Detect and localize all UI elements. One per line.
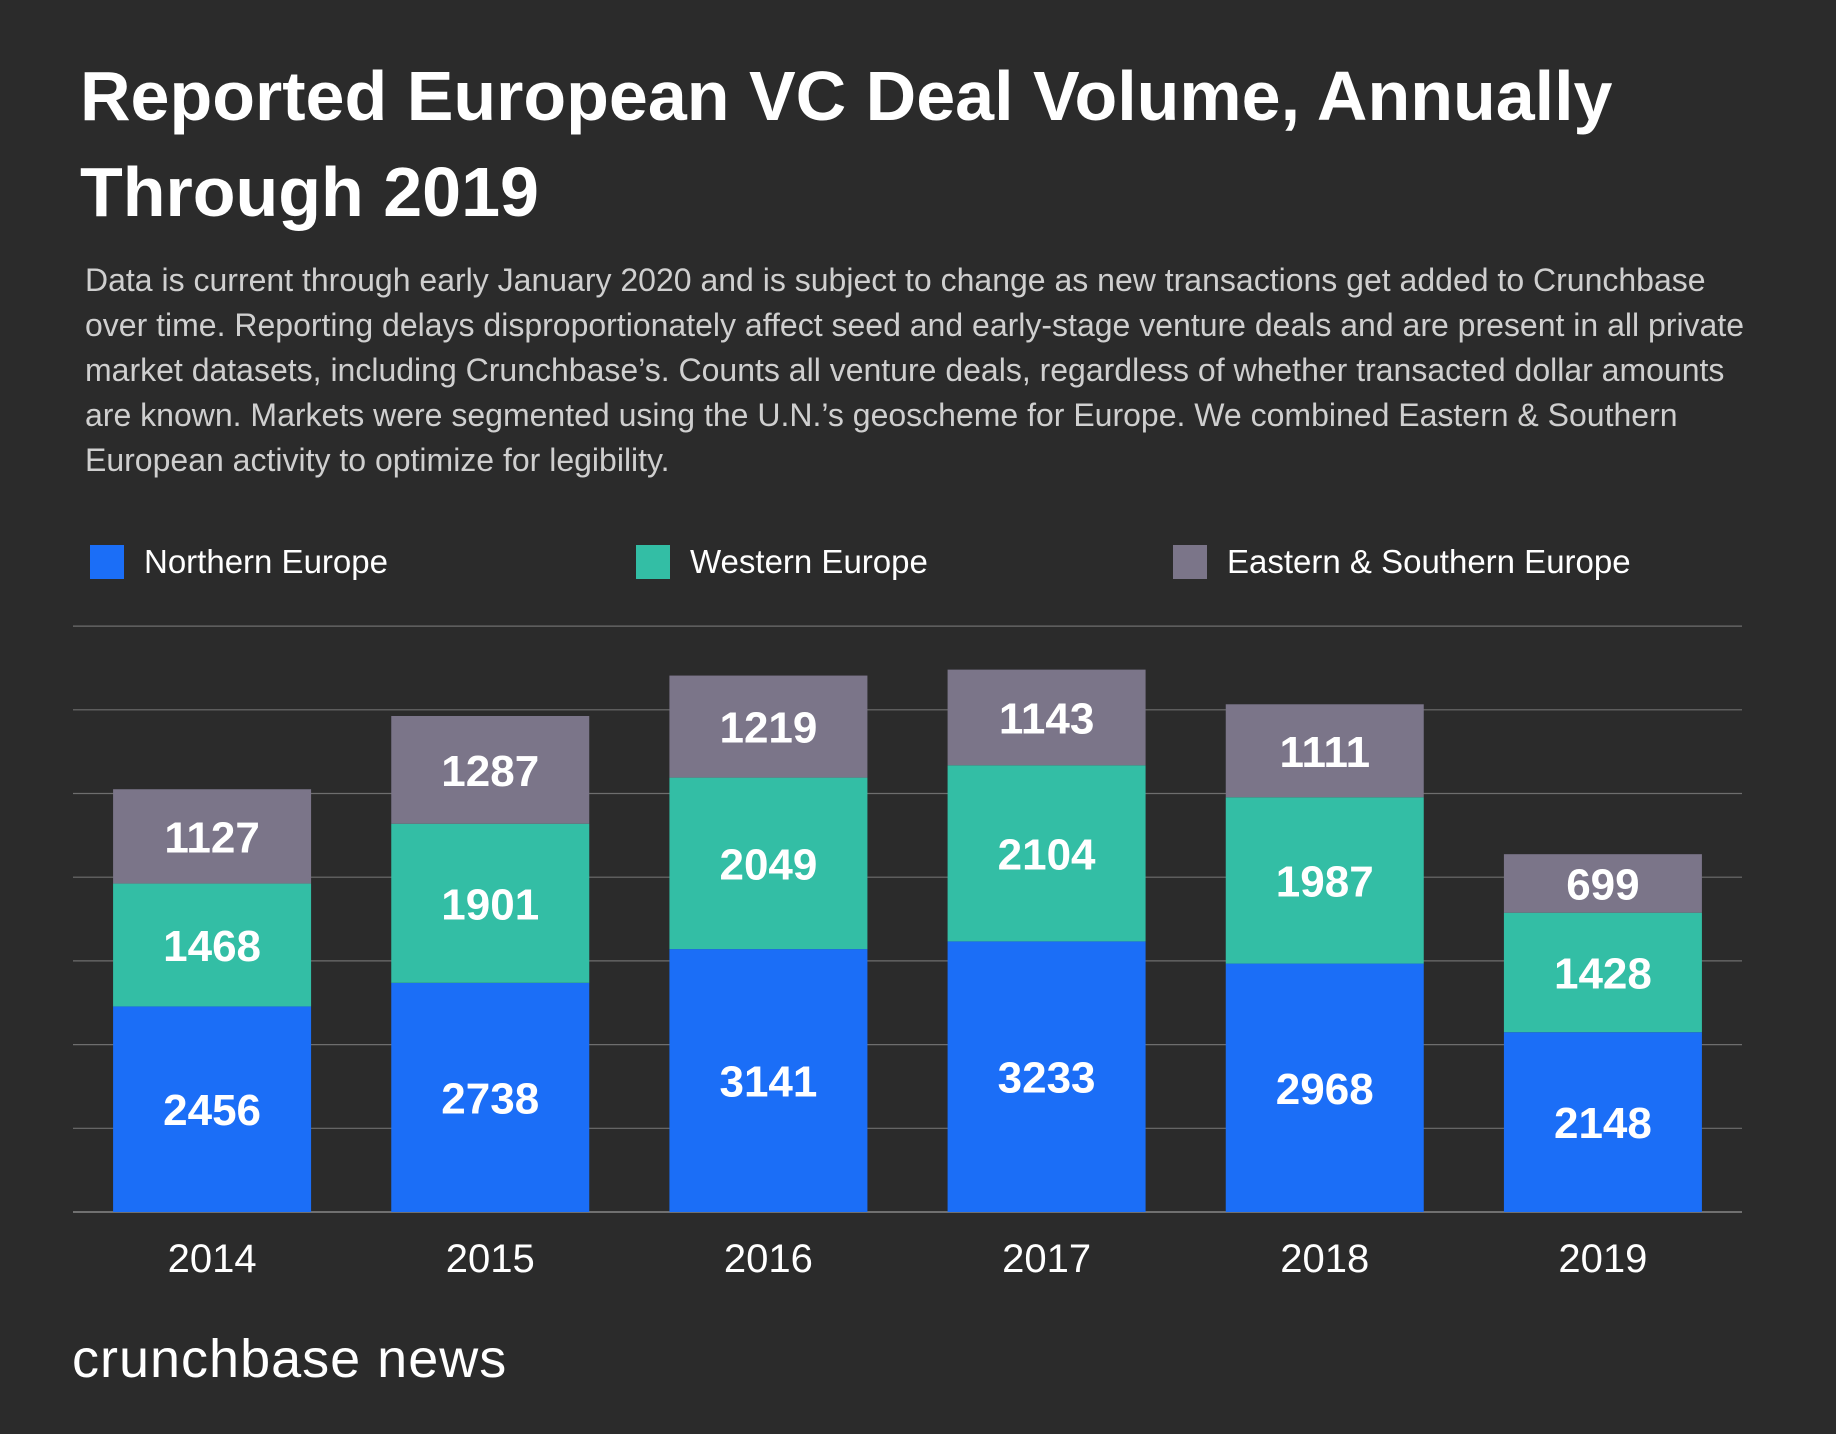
data-label-eastern-and-southern-europe-2018: 1111 xyxy=(1279,728,1370,777)
bar-northern-europe-2014 xyxy=(113,1006,312,1212)
legend-swatch-northern-europe xyxy=(90,545,124,579)
legend-item-northern-europe: Northern Europe xyxy=(90,542,388,582)
data-label-western-europe-2019: 1428 xyxy=(1554,949,1652,998)
chart-subtitle: Data is current through early January 20… xyxy=(85,262,1745,478)
data-label-northern-europe-2016: 3141 xyxy=(719,1058,817,1107)
data-label-eastern-and-southern-europe-2014: 1127 xyxy=(164,813,259,862)
bar-western-europe-2015 xyxy=(391,823,590,983)
legend-label-northern-europe: Northern Europe xyxy=(144,543,388,580)
data-label-northern-europe-2015: 2738 xyxy=(441,1074,539,1123)
x-tick-label-2019: 2019 xyxy=(1558,1237,1647,1281)
bar-eastern-and-southern-europe-2019 xyxy=(1503,854,1702,913)
legend-label-western-europe: Western Europe xyxy=(690,543,928,580)
chart-title: Reported European VC Deal Volume, Annual… xyxy=(80,57,1613,231)
bar-northern-europe-2018 xyxy=(1225,963,1424,1212)
data-label-western-europe-2018: 1987 xyxy=(1276,857,1374,906)
legend-label-eastern-southern-europe: Eastern & Southern Europe xyxy=(1227,543,1631,580)
legend-swatch-eastern-southern-europe xyxy=(1173,545,1207,579)
x-tick-label-2018: 2018 xyxy=(1280,1237,1369,1281)
data-label-northern-europe-2018: 2968 xyxy=(1276,1065,1374,1114)
legend-item-eastern-southern-europe: Eastern & Southern Europe xyxy=(1173,542,1631,582)
bar-northern-europe-2019 xyxy=(1503,1032,1702,1212)
bar-eastern-and-southern-europe-2018 xyxy=(1225,704,1424,798)
data-label-western-europe-2015: 1901 xyxy=(441,880,539,929)
bar-western-europe-2017 xyxy=(947,765,1146,942)
bar-western-europe-2016 xyxy=(669,777,868,950)
x-tick-label-2015: 2015 xyxy=(446,1237,535,1281)
bar-eastern-and-southern-europe-2015 xyxy=(391,715,590,824)
data-label-eastern-and-southern-europe-2019: 699 xyxy=(1566,860,1639,909)
bar-eastern-and-southern-europe-2016 xyxy=(669,675,868,778)
data-label-western-europe-2014: 1468 xyxy=(163,922,261,971)
bar-eastern-and-southern-europe-2014 xyxy=(113,789,312,884)
bar-northern-europe-2016 xyxy=(669,949,868,1212)
stacked-bar-chart: 2456 1468 1127 2014 2738 1901 1287 2015 3141 2049… xyxy=(73,625,1742,1281)
bar-western-europe-2018 xyxy=(1225,797,1424,964)
x-tick-label-2014: 2014 xyxy=(168,1237,257,1281)
data-label-western-europe-2017: 2104 xyxy=(998,830,1096,879)
bar-eastern-and-southern-europe-2017 xyxy=(947,669,1146,766)
bar-northern-europe-2015 xyxy=(391,982,590,1212)
brand-logo: crunchbase news xyxy=(72,1329,508,1389)
legend-item-western-europe: Western Europe xyxy=(636,542,928,582)
data-label-eastern-and-southern-europe-2016: 1219 xyxy=(719,704,817,753)
legend-swatch-western-europe xyxy=(636,545,670,579)
data-label-eastern-and-southern-europe-2015: 1287 xyxy=(441,747,539,796)
bar-western-europe-2014 xyxy=(113,883,312,1007)
data-label-northern-europe-2019: 2148 xyxy=(1554,1099,1652,1148)
data-label-western-europe-2016: 2049 xyxy=(719,840,817,889)
bar-western-europe-2019 xyxy=(1503,912,1702,1033)
data-label-northern-europe-2017: 3233 xyxy=(998,1054,1096,1103)
x-tick-label-2017: 2017 xyxy=(1002,1237,1091,1281)
data-label-eastern-and-southern-europe-2017: 1143 xyxy=(999,694,1094,743)
bar-northern-europe-2017 xyxy=(947,941,1146,1212)
x-tick-label-2016: 2016 xyxy=(724,1237,813,1281)
data-label-northern-europe-2014: 2456 xyxy=(163,1086,261,1135)
